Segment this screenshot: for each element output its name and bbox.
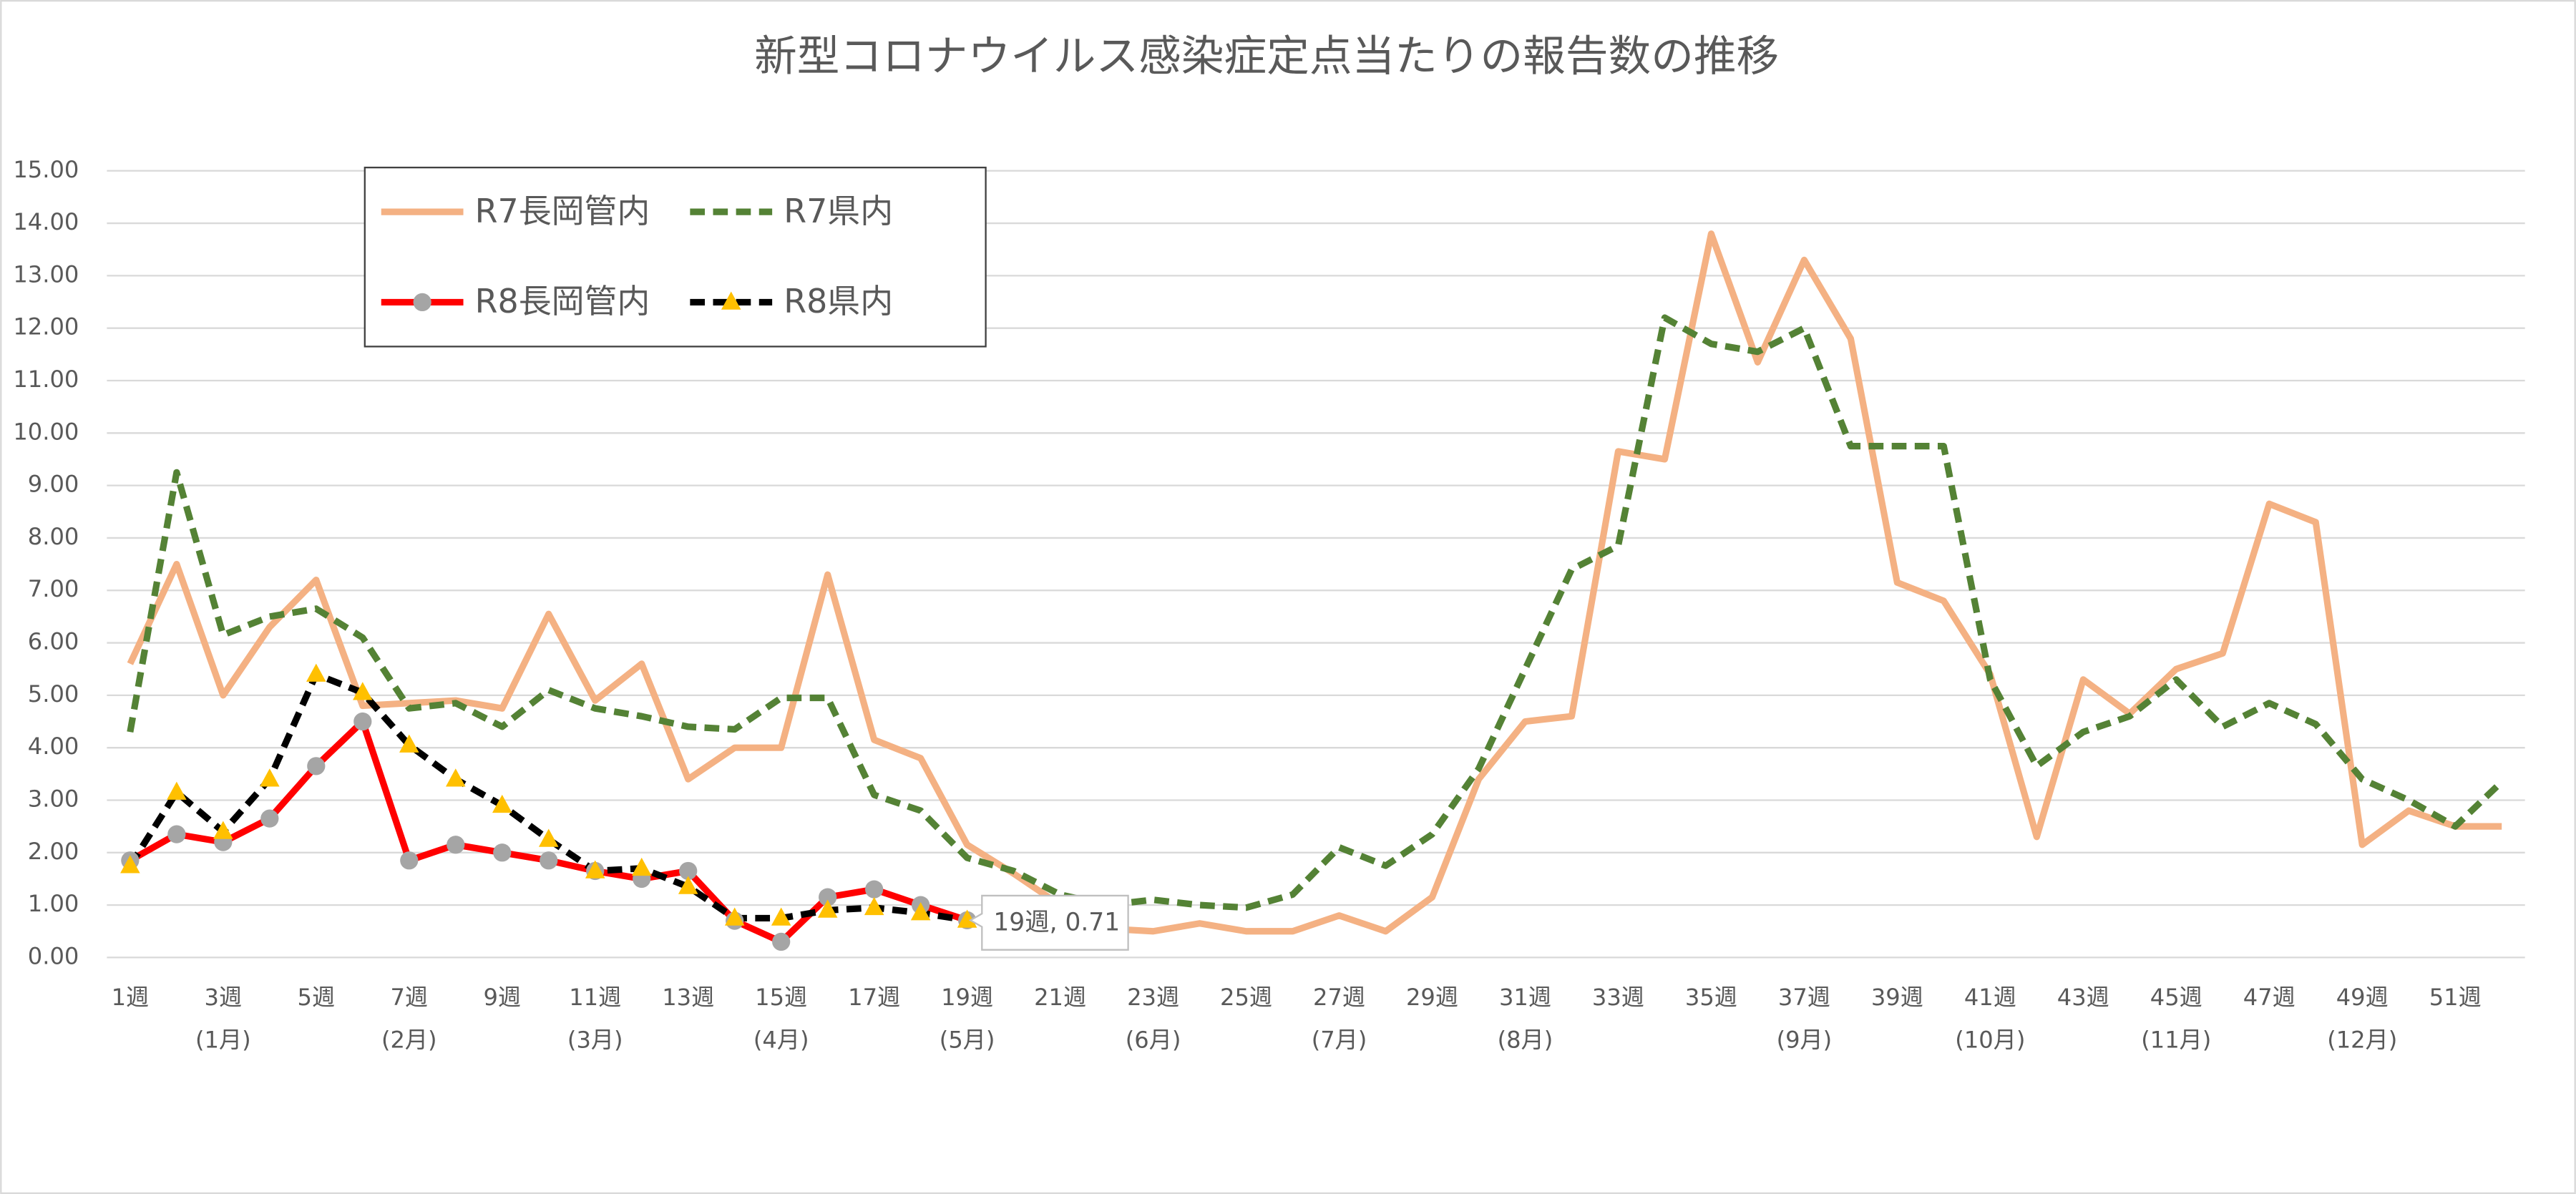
- marker: [817, 899, 838, 918]
- marker: [213, 821, 233, 839]
- x-group-label: (3月): [567, 1026, 623, 1053]
- y-tick-label: 5.00: [28, 680, 79, 708]
- marker: [819, 888, 837, 906]
- legend-label: R8県内: [784, 282, 893, 320]
- legend-box: [364, 167, 987, 348]
- x-group-label: (6月): [1126, 1026, 1181, 1053]
- legend-label: R7長岡管内: [475, 192, 650, 230]
- marker: [771, 907, 791, 926]
- marker: [120, 855, 140, 874]
- y-tick-label: 9.00: [28, 471, 79, 498]
- x-tick-label: 35週: [1685, 984, 1737, 1011]
- x-tick-label: 3週: [205, 984, 243, 1011]
- marker: [957, 909, 977, 928]
- y-tick-label: 10.00: [13, 418, 79, 445]
- x-tick-label: 37週: [1778, 984, 1830, 1011]
- y-tick-label: 0.00: [28, 942, 79, 969]
- x-tick-label: 31週: [1499, 984, 1551, 1011]
- x-group-label: (9月): [1777, 1026, 1833, 1053]
- x-group-label: (8月): [1498, 1026, 1553, 1053]
- marker: [353, 712, 372, 731]
- x-tick-label: 25週: [1220, 984, 1272, 1011]
- marker: [445, 768, 466, 787]
- marker: [631, 857, 652, 876]
- x-group-label: (1月): [195, 1026, 251, 1053]
- marker: [400, 851, 419, 870]
- y-tick-label: 14.00: [13, 208, 79, 235]
- legend-label: R8長岡管内: [475, 282, 650, 320]
- x-group-label: (11月): [2141, 1026, 2211, 1053]
- x-tick-label: 15週: [755, 984, 807, 1011]
- y-tick-label: 4.00: [28, 733, 79, 760]
- x-tick-label: 9週: [483, 984, 521, 1011]
- marker: [864, 896, 884, 916]
- x-tick-label: 41週: [1964, 984, 2016, 1011]
- x-tick-label: 1週: [112, 984, 150, 1011]
- marker: [353, 682, 373, 700]
- marker: [721, 291, 741, 310]
- y-tick-label: 11.00: [13, 366, 79, 393]
- x-tick-label: 5週: [298, 984, 336, 1011]
- y-tick-label: 3.00: [28, 785, 79, 812]
- x-tick-label: 51週: [2429, 984, 2482, 1011]
- x-group-label: (4月): [753, 1026, 809, 1053]
- y-tick-label: 2.00: [28, 838, 79, 865]
- x-tick-label: 19週: [941, 984, 993, 1011]
- x-group-label: (10月): [1955, 1026, 2025, 1053]
- x-tick-label: 27週: [1313, 984, 1365, 1011]
- data-label-box: [968, 894, 1129, 951]
- marker: [678, 876, 698, 894]
- marker: [585, 860, 605, 879]
- legend-label: R7県内: [784, 192, 893, 230]
- marker: [167, 781, 187, 800]
- y-tick-label: 13.00: [13, 260, 79, 288]
- x-tick-label: 33週: [1592, 984, 1644, 1011]
- marker: [679, 861, 698, 881]
- marker: [772, 932, 791, 951]
- x-tick-label: 39週: [1871, 984, 1923, 1011]
- y-tick-label: 15.00: [13, 156, 79, 183]
- x-tick-label: 7週: [390, 984, 428, 1011]
- marker: [492, 794, 512, 813]
- marker: [306, 663, 326, 682]
- y-tick-label: 12.00: [13, 313, 79, 341]
- x-group-label: (7月): [1312, 1026, 1367, 1053]
- x-tick-label: 21週: [1034, 984, 1086, 1011]
- marker: [307, 757, 326, 775]
- x-tick-label: 17週: [848, 984, 900, 1011]
- data-label: 19週, 0.71: [993, 908, 1120, 936]
- marker: [260, 768, 280, 787]
- x-tick-label: 43週: [2057, 984, 2109, 1011]
- marker: [260, 809, 279, 828]
- marker: [167, 825, 186, 843]
- y-tick-label: 7.00: [28, 575, 79, 602]
- x-tick-label: 11週: [569, 984, 621, 1011]
- series-line: [127, 314, 2504, 911]
- marker: [447, 836, 465, 854]
- y-tick-label: 8.00: [28, 523, 79, 550]
- x-group-label: (12月): [2327, 1026, 2397, 1053]
- series-line: [127, 230, 2502, 935]
- x-group-label: (5月): [940, 1026, 995, 1053]
- x-tick-label: 47週: [2243, 984, 2296, 1011]
- marker: [538, 828, 559, 847]
- marker: [865, 880, 884, 899]
- x-tick-label: 29週: [1406, 984, 1458, 1011]
- x-tick-label: 49週: [2336, 984, 2389, 1011]
- marker: [724, 907, 745, 926]
- marker: [910, 902, 931, 921]
- y-tick-label: 1.00: [28, 890, 79, 917]
- marker: [493, 843, 512, 862]
- marker: [399, 734, 419, 753]
- x-tick-label: 45週: [2150, 984, 2202, 1011]
- chart-title: 新型コロナウイルス感染症定点当たりの報告数の推移: [754, 32, 1779, 82]
- x-tick-label: 13週: [662, 984, 714, 1011]
- y-tick-label: 6.00: [28, 628, 79, 655]
- x-tick-label: 23週: [1127, 984, 1179, 1011]
- marker: [413, 293, 431, 312]
- marker: [540, 851, 558, 870]
- x-group-label: (2月): [381, 1026, 437, 1053]
